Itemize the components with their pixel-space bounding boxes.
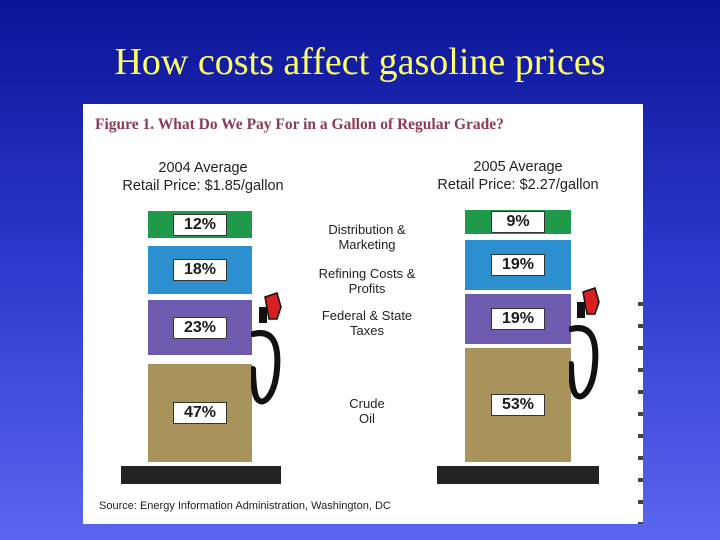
pump-2004-price: Retail Price: $1.85/gallon — [122, 178, 284, 194]
bar-2005-distribution-label: 9% — [491, 211, 545, 233]
category-taxes-line2: Taxes — [350, 323, 384, 336]
category-refining-line1: Refining Costs & — [318, 266, 416, 281]
bar-2004-taxes-label: 23% — [173, 316, 227, 339]
bar-2004-distribution-label: 12% — [173, 213, 227, 236]
figure-title: Figure 1. What Do We Pay For in a Gallon… — [95, 116, 504, 133]
pump-2005-hose-icon — [569, 287, 600, 400]
bar-2004-refining: 18% — [148, 246, 252, 294]
category-distribution: Distribution & Marketing — [297, 222, 437, 252]
bar-2004-taxes: 23% — [148, 300, 252, 355]
category-crude-line1: Crude — [349, 396, 385, 411]
bar-2005-distribution: 9% — [465, 210, 571, 234]
bar-2005-refining: 19% — [465, 240, 571, 290]
category-distribution-line1: Distribution & — [328, 222, 406, 237]
bar-2005-refining-label: 19% — [491, 254, 545, 276]
gasoline-price-figure: Figure 1. What Do We Pay For in a Gallon… — [83, 104, 643, 524]
category-refining: Refining Costs & Profits — [297, 266, 437, 296]
pump-2005-header: 2005 Average Retail Price: $2.27/gallon — [418, 158, 618, 194]
category-refining-line2: Profits — [348, 281, 386, 296]
pump-2004-header: 2004 Average Retail Price: $1.85/gallon — [103, 159, 303, 195]
pump-2004-base — [121, 466, 281, 484]
pump-2005-year: 2005 Average — [473, 159, 563, 175]
edge-marks — [638, 284, 643, 524]
category-crude-line2: Oil — [359, 411, 375, 426]
bar-2005-taxes: 19% — [465, 294, 571, 344]
bar-2004-crude: 47% — [148, 364, 252, 462]
bar-2004-refining-label: 18% — [173, 259, 227, 281]
pump-2004-hose-icon — [251, 292, 282, 405]
source-note: Source: Energy Information Administratio… — [99, 500, 391, 512]
pump-2004-year: 2004 Average — [158, 160, 248, 176]
category-crude: Crude Oil — [297, 396, 437, 426]
bar-2005-crude-label: 53% — [491, 394, 545, 416]
category-taxes: Federal & State Taxes — [297, 308, 437, 336]
slide-title: How costs affect gasoline prices — [114, 41, 606, 83]
category-distribution-line2: Marketing — [338, 237, 396, 252]
category-taxes-line1: Federal & State — [321, 308, 413, 323]
bar-2004-distribution: 12% — [148, 211, 252, 238]
bar-2005-crude: 53% — [465, 348, 571, 462]
pump-2005-price: Retail Price: $2.27/gallon — [437, 177, 599, 193]
bar-2005-taxes-label: 19% — [491, 308, 545, 330]
pump-2005-base — [437, 466, 599, 484]
bar-2004-crude-label: 47% — [173, 402, 227, 424]
